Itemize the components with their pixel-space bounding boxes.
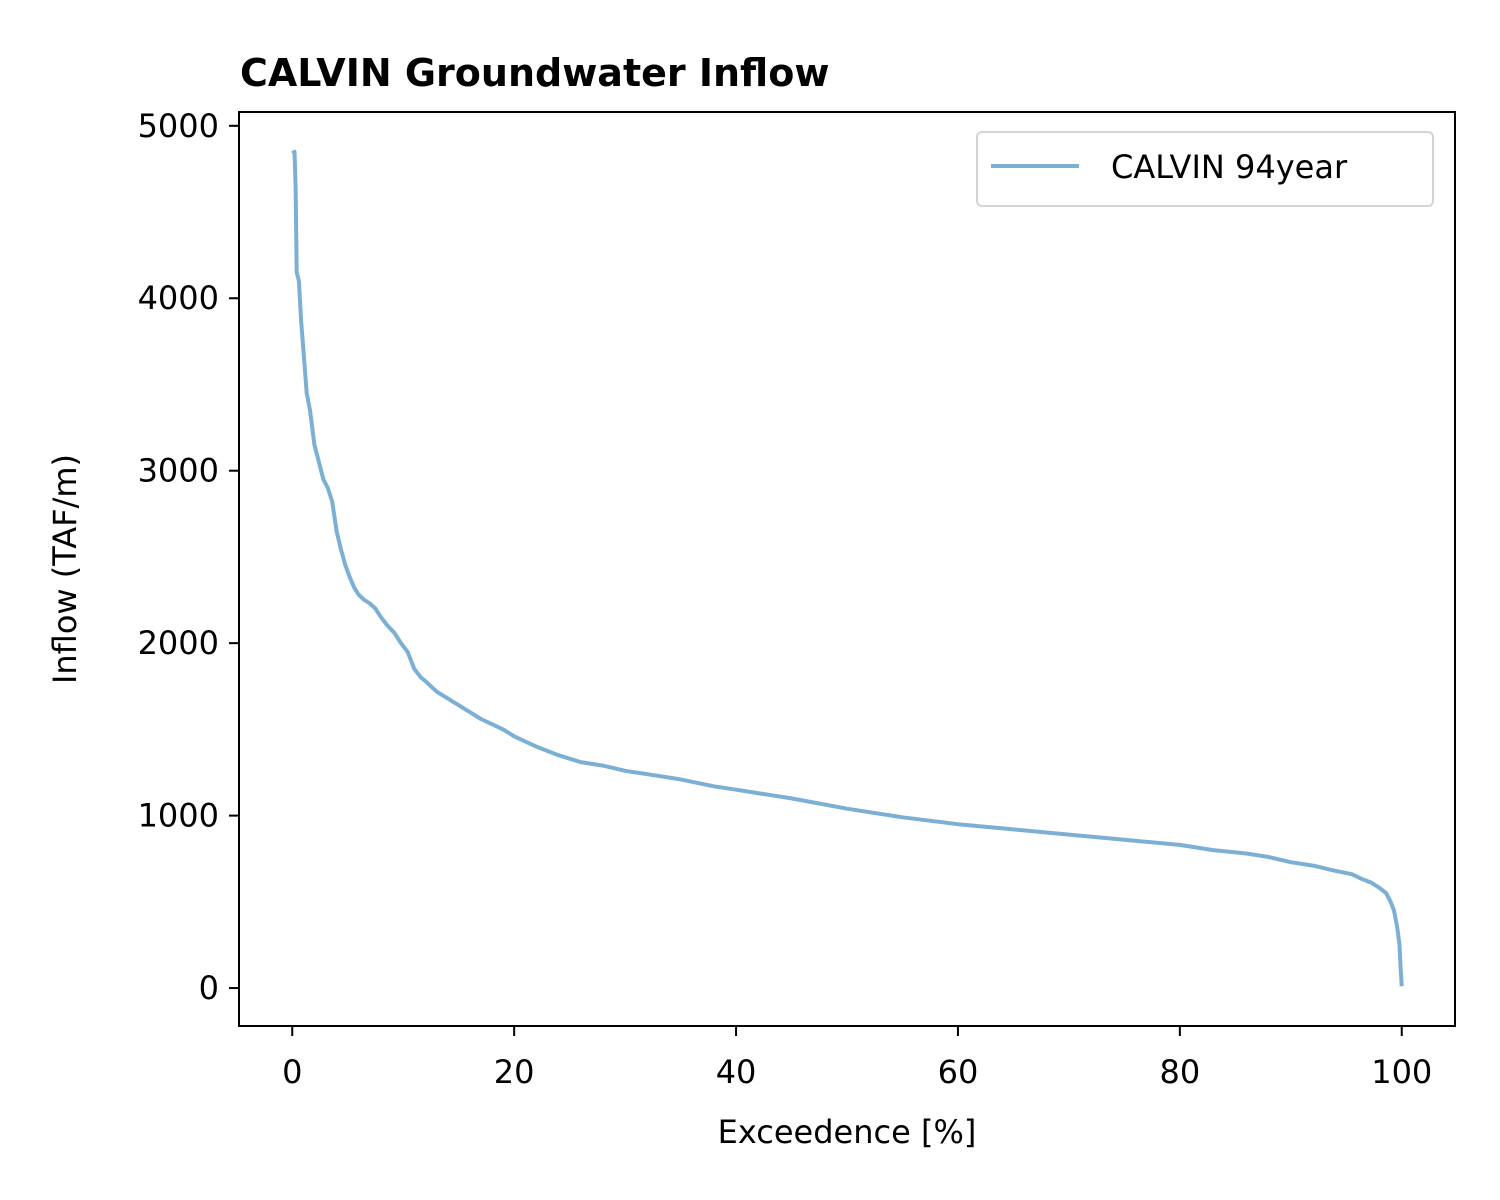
legend: CALVIN 94year <box>976 131 1434 207</box>
x-axis-label: Exceedence [%] <box>718 1113 977 1151</box>
plot-area <box>238 111 1456 1027</box>
y-tick-label: 0 <box>199 969 219 1007</box>
x-tick-label: 80 <box>1159 1053 1200 1091</box>
x-tick-label: 0 <box>282 1053 302 1091</box>
y-tick-label: 5000 <box>138 107 219 145</box>
y-tick-label: 3000 <box>138 452 219 490</box>
series-line-0 <box>291 149 1404 987</box>
chart-title: CALVIN Groundwater Inflow <box>240 51 829 95</box>
x-tick-label: 20 <box>494 1053 535 1091</box>
plot-frame <box>238 111 1456 1027</box>
y-axis: 0 1000 2000 3000 4000 5000 <box>138 107 239 1007</box>
y-tick-label: 4000 <box>138 279 219 317</box>
x-tick-label: 60 <box>938 1053 979 1091</box>
y-tick-label: 2000 <box>138 624 219 662</box>
x-tick-label: 100 <box>1371 1053 1432 1091</box>
y-axis-label: Inflow (TAF/m) <box>46 454 84 684</box>
legend-box <box>976 131 1434 207</box>
x-axis: 0 20 40 60 80 100 <box>282 1026 1432 1091</box>
legend-label: CALVIN 94year <box>1111 148 1348 186</box>
y-tick-label: 1000 <box>138 797 219 835</box>
x-tick-label: 40 <box>716 1053 757 1091</box>
